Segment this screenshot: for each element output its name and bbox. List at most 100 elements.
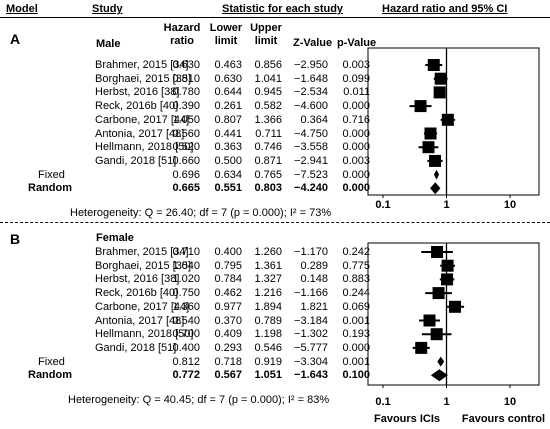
panel-a-cell-lower: 0.463: [214, 59, 242, 71]
panel-a-cell-z: −1.648: [294, 72, 328, 85]
panel-a-study-marker: [433, 86, 446, 99]
panel-b-cell-z: −3.184: [294, 314, 328, 327]
panel-a-cell-hr: 1.050: [172, 113, 200, 126]
panel-a-cell-lower: 0.644: [214, 86, 242, 99]
panel-a-cell-z: −2.534: [294, 86, 328, 99]
panel-a-study-marker: [434, 72, 447, 85]
panel-a-cell-p: 0.000: [342, 100, 370, 113]
panel-b-cell-p: 0.193: [342, 328, 370, 341]
panel-a-tick-label: 0.1: [375, 199, 390, 211]
panel-a-cell-hr: 0.696: [172, 168, 200, 181]
panel-a-label: A: [10, 31, 21, 47]
panel-b-cell-upper: 1.361: [254, 259, 282, 272]
panel-b-cell-hr: 1.360: [172, 300, 200, 313]
panel-b-cell-p: 0.242: [342, 246, 370, 258]
panel-a-cell-upper: 1.041: [254, 72, 282, 85]
panel-a-cell-lower: 0.261: [214, 100, 242, 113]
panel-a-row-label: Reck, 2016b [40]: [95, 100, 179, 113]
panel-a-cell-p: 0.000: [342, 168, 370, 181]
panel-b-cell-upper: 1.216: [254, 287, 282, 300]
panel-a-row-label: Fixed: [38, 168, 65, 181]
panel-a-cell-lower: 0.630: [214, 72, 242, 85]
panel-a-cell-lower: 0.634: [214, 168, 242, 181]
panel-a-cell-z: −2.950: [294, 59, 328, 71]
panel-a-cell-upper: 0.803: [254, 182, 282, 195]
favours-icis-caption: Favours ICIs: [374, 413, 440, 425]
panel-b-cell-lower: 0.462: [214, 287, 242, 300]
statistics-header: Statistic for each study: [222, 3, 344, 15]
panel-a-cell-z: −4.750: [294, 127, 328, 140]
panel-b-row-label: Borghaei, 2015 [35]: [95, 259, 192, 272]
col-lower-2: limit: [214, 35, 238, 47]
panel-a-cell-p: 0.099: [342, 72, 370, 85]
panel-a-cell-p: 0.000: [342, 141, 370, 154]
panel-b-cell-upper: 1.051: [254, 369, 282, 382]
panel-a-subgroup: Male: [96, 38, 121, 50]
panel-b-row-label: Hellmann, 2018 [50]: [95, 328, 194, 341]
panel-b-cell-hr: 1.020: [172, 273, 200, 286]
study-header: Study: [92, 3, 123, 15]
panel-b-cell-hr: 0.750: [172, 287, 200, 300]
panel-b-cell-upper: 1.894: [254, 300, 282, 313]
panel-a-cell-hr: 0.560: [172, 127, 200, 140]
panel-b-cell-p: 0.244: [342, 287, 370, 300]
panel-b-cell-upper: 1.198: [254, 328, 282, 341]
panel-a-cell-p: 0.003: [342, 154, 370, 167]
panel-a-study-marker: [424, 127, 437, 140]
panel-b-cell-p: 0.000: [342, 341, 370, 354]
panel-a-cell-z: −3.558: [294, 141, 328, 154]
panel-a-cell-upper: 0.856: [254, 59, 282, 71]
panel-a-cell-upper: 0.871: [254, 154, 282, 167]
panel-a-tick-label: 1: [443, 199, 449, 211]
col-hazard-ratio-2: ratio: [170, 35, 194, 47]
panel-b-cell-z: −1.170: [294, 246, 328, 258]
panel-b-cell-p: 0.100: [342, 369, 370, 382]
panel-b-study-marker: [448, 300, 461, 313]
panel-a-row-label: Hellmann, 2018 [50]: [95, 141, 194, 154]
panel-b-row-label: Carbone, 2017 [44]: [95, 300, 190, 313]
panel-a-tick-label: 10: [504, 199, 516, 211]
panel-a-cell-p: 0.003: [342, 59, 370, 71]
panel-b-cell-hr: 0.812: [172, 355, 200, 368]
panel-b-cell-p: 0.001: [342, 355, 370, 368]
panel-a-row-label: Brahmer, 2015 [34]: [95, 59, 189, 71]
model-header: Model: [6, 3, 38, 15]
panel-b-study-marker: [441, 273, 454, 286]
panel-b-cell-hr: 0.772: [172, 369, 200, 382]
panel-b-row-label: Random: [28, 369, 72, 382]
panel-b-tick-label: 0.1: [375, 396, 390, 408]
col-z-value: Z-Value: [293, 37, 333, 49]
panel-a-cell-p: 0.000: [342, 182, 370, 195]
panel-b-cell-z: −1.643: [294, 369, 328, 382]
panel-a-cell-lower: 0.441: [214, 127, 242, 140]
panel-a-cell-z: −4.240: [294, 182, 328, 195]
panel-a-random-diamond: [430, 182, 441, 195]
panel-a-row-label: Borghaei, 2015 [35]: [95, 72, 192, 85]
panel-b-cell-lower: 0.409: [214, 328, 242, 341]
panel-b-cell-z: −5.777: [294, 341, 328, 354]
panel-b-row-label: Brahmer, 2015 [34]: [95, 246, 189, 258]
col-p-value: p-Value: [337, 37, 377, 49]
panel-a-cell-hr: 0.660: [172, 154, 200, 167]
panel-a-fixed-diamond: [433, 169, 440, 180]
panel-b-cell-hr: 0.710: [172, 246, 200, 258]
panel-b-cell-lower: 0.977: [214, 300, 242, 313]
panel-b-study-marker: [432, 287, 445, 300]
favours-control-caption: Favours control: [462, 413, 545, 425]
panel-b-cell-p: 0.775: [342, 259, 370, 272]
panel-a-study-marker: [414, 100, 427, 113]
panel-a-cell-upper: 0.711: [255, 127, 282, 140]
col-upper-2: limit: [254, 35, 278, 47]
col-upper-1: Upper: [250, 22, 282, 34]
panel-a-cell-lower: 0.551: [214, 182, 242, 195]
panel-a-row-label: Herbst, 2016 [38]: [95, 86, 180, 99]
panel-b-tick-label: 1: [443, 396, 449, 408]
forest-header: Hazard ratio and 95% CI: [382, 3, 508, 15]
col-lower-1: Lower: [209, 22, 243, 34]
panel-b-study-marker: [441, 259, 454, 272]
panel-a-row-label: Carbone, 2017 [44]: [95, 113, 190, 126]
panel-b-fixed-diamond: [437, 356, 445, 367]
header-rule: [0, 17, 550, 18]
panel-a-cell-lower: 0.363: [214, 141, 242, 154]
panel-b-row-label: Antonia, 2017 [48]: [95, 314, 185, 327]
